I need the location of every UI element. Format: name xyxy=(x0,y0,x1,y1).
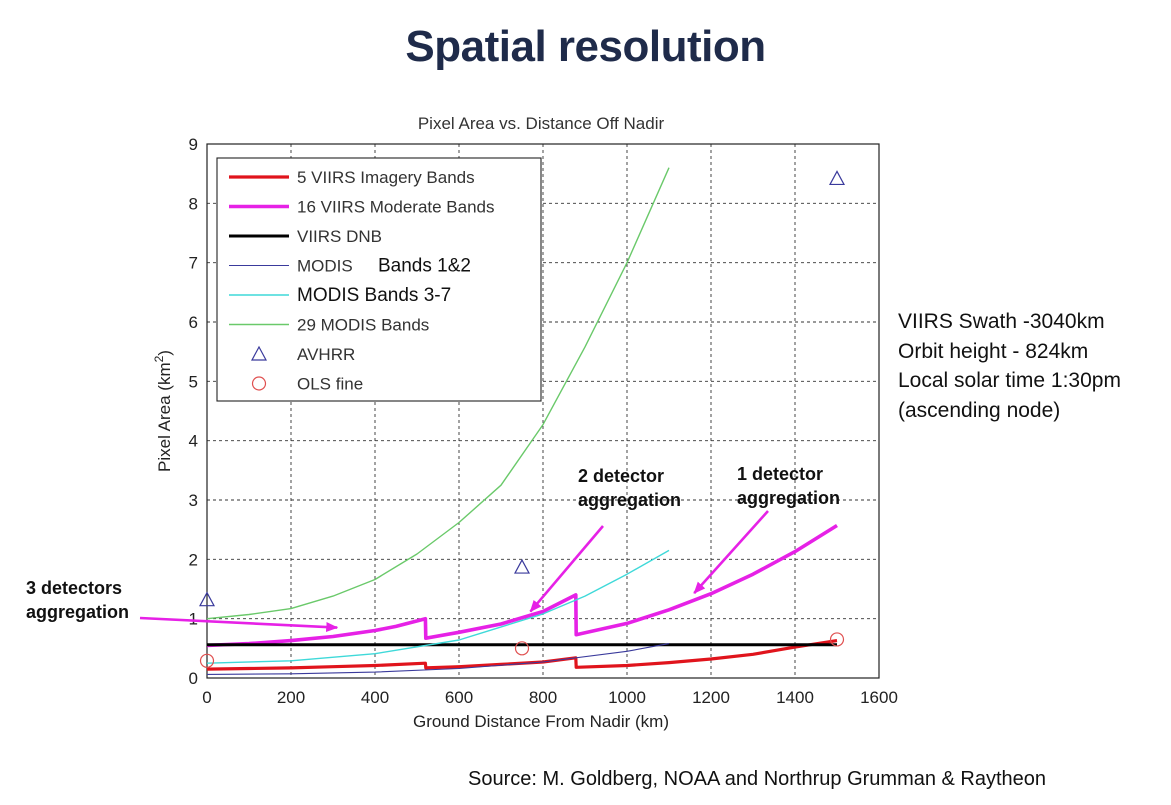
x-tick-label: 200 xyxy=(277,688,305,707)
legend-label: 29 MODIS Bands xyxy=(297,316,429,335)
side-notes: VIIRS Swath -3040km Orbit height - 824km… xyxy=(898,307,1121,425)
x-tick-label: 0 xyxy=(202,688,211,707)
avhrr-point xyxy=(198,591,216,607)
y-tick-label: 3 xyxy=(189,491,198,510)
annotation-label: 1 detector xyxy=(737,464,823,484)
x-tick-label: 1000 xyxy=(608,688,646,707)
y-tick-label: 1 xyxy=(189,610,198,629)
axes: 0 200 400 600 800 1000 1200 1400 1600 0 1 2 3 4 5 6 7 8 9 xyxy=(189,135,898,707)
y-tick-label: 8 xyxy=(189,194,198,213)
x-tick-label: 600 xyxy=(445,688,473,707)
y-axis-label-main: Pixel Area (km xyxy=(155,362,174,472)
annotation-label: aggregation xyxy=(737,488,840,508)
annotation-label: 3 detectors xyxy=(26,578,122,598)
y-tick-label: 4 xyxy=(189,432,198,451)
legend-label: MODIS xyxy=(297,257,353,276)
annotations: 3 detectors aggregation 2 detector aggregat… xyxy=(26,464,840,633)
legend-label: 16 VIIRS Moderate Bands xyxy=(297,198,495,217)
avhrr-point xyxy=(513,558,531,574)
side-note-solar-time: Local solar time 1:30pm xyxy=(898,369,1121,392)
avhrr-point xyxy=(828,170,846,186)
side-note-node: (ascending node) xyxy=(898,398,1061,422)
legend-swatch xyxy=(251,376,267,391)
ols-fine-point xyxy=(199,653,215,668)
y-tick-label: 7 xyxy=(189,254,198,273)
series-line-modis xyxy=(207,643,670,675)
x-tick-label: 1400 xyxy=(776,688,814,707)
side-note-swath: VIIRS Swath -3040km xyxy=(898,310,1105,333)
slide-title: Spatial resolution xyxy=(405,22,766,71)
x-axis-label: Ground Distance From Nadir (km) xyxy=(413,712,669,731)
legend-label: AVHRR xyxy=(297,345,355,364)
legend-swatch xyxy=(250,345,268,361)
legend-box xyxy=(216,157,542,402)
y-tick-label: 2 xyxy=(189,550,198,569)
plot-frame xyxy=(206,143,880,679)
annotation-arrow xyxy=(693,510,769,595)
x-tick-label: 1600 xyxy=(860,688,898,707)
source-credit: Source: M. Goldberg, NOAA and Northrup G… xyxy=(468,768,1047,790)
legend-label: VIIRS DNB xyxy=(297,227,382,246)
marker-layer xyxy=(198,170,846,668)
grid-lines xyxy=(207,144,879,678)
y-tick-label: 6 xyxy=(189,313,198,332)
annotation-label: 2 detector xyxy=(578,466,664,486)
annotation-label: aggregation xyxy=(26,602,129,622)
y-axis-label-sup: 2 xyxy=(152,355,166,362)
x-tick-label: 1200 xyxy=(692,688,730,707)
legend-label: OLS fine xyxy=(297,375,363,394)
legend-label-extra: Bands 1&2 xyxy=(378,256,471,277)
y-axis-label: Pixel Area (km2) xyxy=(152,350,174,472)
y-axis-label-end: ) xyxy=(155,350,174,356)
ols-fine-point xyxy=(829,632,845,647)
chart-title: Pixel Area vs. Distance Off Nadir xyxy=(418,114,665,133)
x-tick-label: 800 xyxy=(529,688,557,707)
ols-fine-point xyxy=(514,641,530,656)
x-tick-label: 400 xyxy=(361,688,389,707)
y-tick-label: 0 xyxy=(189,669,198,688)
legend-label: MODIS Bands 3-7 xyxy=(297,285,451,306)
y-tick-label: 9 xyxy=(189,135,198,154)
series-line-16-viirs-moderate-bands xyxy=(207,523,838,648)
legend: 5 VIIRS Imagery Bands 16 VIIRS Moderate B… xyxy=(216,157,542,402)
side-note-orbit: Orbit height - 824km xyxy=(898,339,1089,363)
annotation-label: aggregation xyxy=(578,490,681,510)
series-line-29-modis-bands xyxy=(207,167,670,620)
annotation-arrow xyxy=(529,525,604,613)
series-layer xyxy=(207,167,838,675)
y-tick-label: 5 xyxy=(189,372,198,391)
series-line-modis-bands-3-7 xyxy=(207,549,670,664)
legend-label: 5 VIIRS Imagery Bands xyxy=(297,168,475,187)
annotation-arrow xyxy=(139,616,339,633)
